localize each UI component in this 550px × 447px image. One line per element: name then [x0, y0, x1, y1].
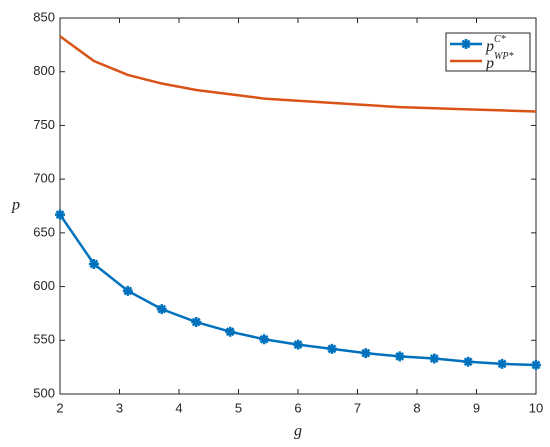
x-tick-label: 5 [235, 400, 242, 415]
y-tick-label: 800 [33, 63, 55, 78]
y-axis-label: p [11, 197, 20, 214]
point-marker [55, 209, 65, 220]
y-tick-label: 550 [33, 332, 55, 347]
x-tick-label: 9 [473, 400, 480, 415]
y-tick-label: 500 [33, 385, 55, 400]
legend-label-base: p [485, 55, 494, 72]
legend-box [445, 32, 531, 72]
legend-label-base: p [485, 38, 494, 55]
y-tick-label: 600 [33, 278, 55, 293]
point-marker [326, 343, 337, 354]
point-marker [259, 334, 270, 345]
y-tick-label: 850 [33, 9, 55, 24]
legend-marker [461, 39, 471, 49]
legend-label: pC* [485, 34, 506, 54]
point-marker [293, 339, 303, 350]
point-marker [497, 358, 508, 369]
legend-label-superscript: WP* [494, 51, 513, 62]
y-tick-label: 650 [33, 224, 55, 239]
point-marker [225, 326, 236, 337]
y-tick-label: 700 [33, 171, 55, 186]
legend-label-superscript: C* [494, 34, 506, 45]
point-marker [463, 356, 474, 367]
x-tick-label: 10 [529, 400, 543, 415]
point-marker [122, 285, 133, 296]
series-line [59, 35, 537, 113]
point-marker [394, 351, 405, 362]
point-marker [360, 348, 371, 359]
x-tick-label: 2 [56, 400, 63, 415]
x-axis-label: g [294, 423, 302, 440]
plot-area [59, 17, 537, 395]
x-tick-label: 8 [413, 400, 420, 415]
legend-label: pWP* [485, 51, 513, 71]
x-tick-label: 7 [354, 400, 361, 415]
x-tick-label: 3 [116, 400, 123, 415]
x-tick-label: 4 [175, 400, 182, 415]
point-marker [88, 259, 99, 270]
y-tick-label: 750 [33, 117, 55, 132]
point-marker [531, 359, 541, 370]
point-marker [156, 304, 167, 315]
x-tick-label: 6 [294, 400, 301, 415]
point-marker [429, 353, 440, 364]
point-marker [191, 317, 202, 328]
